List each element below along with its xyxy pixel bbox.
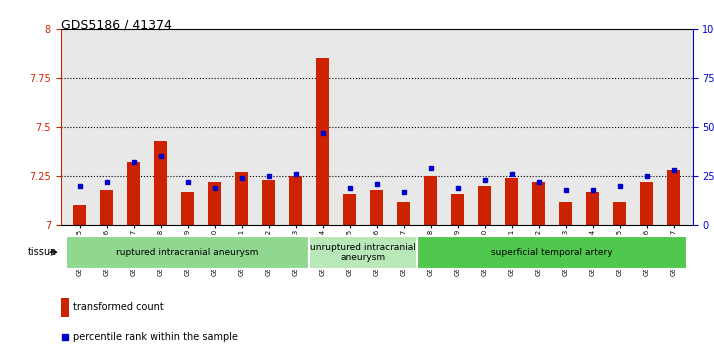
Bar [316, 58, 329, 225]
FancyBboxPatch shape [417, 236, 687, 269]
Bar [289, 176, 302, 225]
Bar [100, 190, 114, 225]
Text: percentile rank within the sample: percentile rank within the sample [74, 333, 238, 342]
Bar [397, 201, 411, 225]
Text: ruptured intracranial aneurysm: ruptured intracranial aneurysm [116, 248, 258, 257]
Bar [73, 205, 86, 225]
Bar [532, 182, 545, 225]
Text: unruptured intracranial
aneurysm: unruptured intracranial aneurysm [310, 242, 416, 262]
Bar [478, 186, 491, 225]
Bar [451, 194, 464, 225]
Text: tissue: tissue [28, 247, 57, 257]
Text: superficial temporal artery: superficial temporal artery [491, 248, 613, 257]
Bar [640, 182, 653, 225]
Bar [667, 170, 680, 225]
Bar [208, 182, 221, 225]
Bar [424, 176, 438, 225]
Bar [61, 298, 69, 317]
Bar [613, 201, 626, 225]
FancyBboxPatch shape [309, 236, 417, 269]
Bar [235, 172, 248, 225]
Bar [262, 180, 276, 225]
Bar [505, 178, 518, 225]
Bar [181, 192, 194, 225]
Bar [127, 162, 141, 225]
Text: GDS5186 / 41374: GDS5186 / 41374 [61, 18, 171, 31]
FancyBboxPatch shape [66, 236, 309, 269]
Bar [370, 190, 383, 225]
Bar [154, 141, 167, 225]
Bar [343, 194, 356, 225]
Bar [586, 192, 600, 225]
Text: transformed count: transformed count [74, 302, 164, 313]
Bar [559, 201, 573, 225]
